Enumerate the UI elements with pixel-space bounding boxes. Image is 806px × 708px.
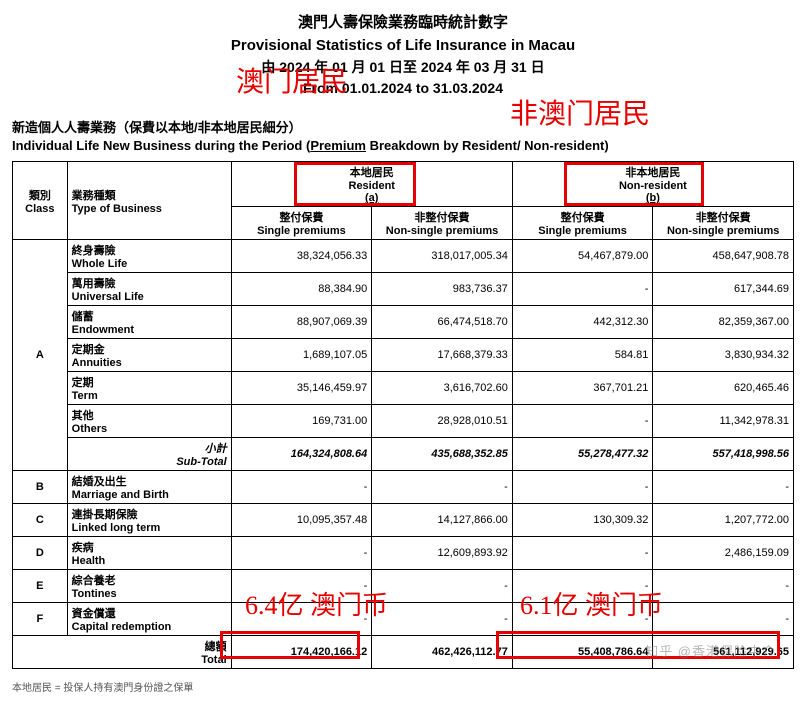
subhead-en: Individual Life New Business during the … [12,138,794,153]
row-capred: F 資金償還Capital redemption ---- [13,603,794,636]
row-health: D 疾病Health -12,609,893.92-2,486,159.09 [13,537,794,570]
data-table: 類別 Class 業務種類 Type of Business 本地居民 Resi… [12,161,794,669]
col-nsp-b: 非整付保費Non-single premiums [653,207,794,240]
col-nsp-a: 非整付保費Non-single premiums [372,207,513,240]
class-D: D [13,537,68,570]
class-C: C [13,504,68,537]
title-en: Provisional Statistics of Life Insurance… [12,35,794,58]
col-class: 類別 Class [13,162,68,240]
row-annuities: 定期金Annuities 1,689,107.0517,668,379.3358… [13,339,794,372]
period-zh: 由 2024 年 01 月 01 日至 2024 年 03 月 31 日 [12,57,794,78]
row-others: 其他Others 169,731.0028,928,010.51-11,342,… [13,405,794,438]
col-resident: 本地居民 Resident (a) [231,162,512,207]
class-E: E [13,570,68,603]
header-row-1: 類別 Class 業務種類 Type of Business 本地居民 Resi… [13,162,794,207]
class-A: A [13,240,68,471]
class-B: B [13,471,68,504]
row-term: 定期Term 35,146,459.973,616,702.60367,701.… [13,372,794,405]
class-F: F [13,603,68,636]
col-nonresident: 非本地居民 Non-resident (b) [512,162,793,207]
row-universal: 萬用壽險Universal Life 88,384.90983,736.37-6… [13,273,794,306]
row-marriage: B 結婚及出生Marriage and Birth ---- [13,471,794,504]
col-type: 業務種類 Type of Business [67,162,231,240]
row-tontines: E 綜合養老Tontines ---- [13,570,794,603]
row-total: 總額Total 174,420,166.12462,426,112.7755,4… [13,636,794,669]
header: 澳門人壽保險業務臨時統計數字 Provisional Statistics of… [12,12,794,99]
col-sp-b: 整付保費Single premiums [512,207,653,240]
row-linked: C 連掛長期保險Linked long term 10,095,357.4814… [13,504,794,537]
period-en: From 01.01.2024 to 31.03.2024 [12,78,794,99]
footnote: 本地居民 = 投保人持有澳門身份證之保單 [12,679,794,694]
row-subtotal: 小計Sub-Total 164,324,808.64435,688,352.85… [13,438,794,471]
row-whole: A 終身壽險Whole Life 38,324,056.33318,017,00… [13,240,794,273]
subhead-zh: 新造個人人壽業務（保費以本地/非本地居民細分） [12,117,794,136]
row-endowment: 儲蓄Endowment 88,907,069.3966,474,518.7044… [13,306,794,339]
col-sp-a: 整付保費Single premiums [231,207,372,240]
subhead: 新造個人人壽業務（保費以本地/非本地居民細分） Individual Life … [12,117,794,153]
title-zh: 澳門人壽保險業務臨時統計數字 [12,12,794,35]
